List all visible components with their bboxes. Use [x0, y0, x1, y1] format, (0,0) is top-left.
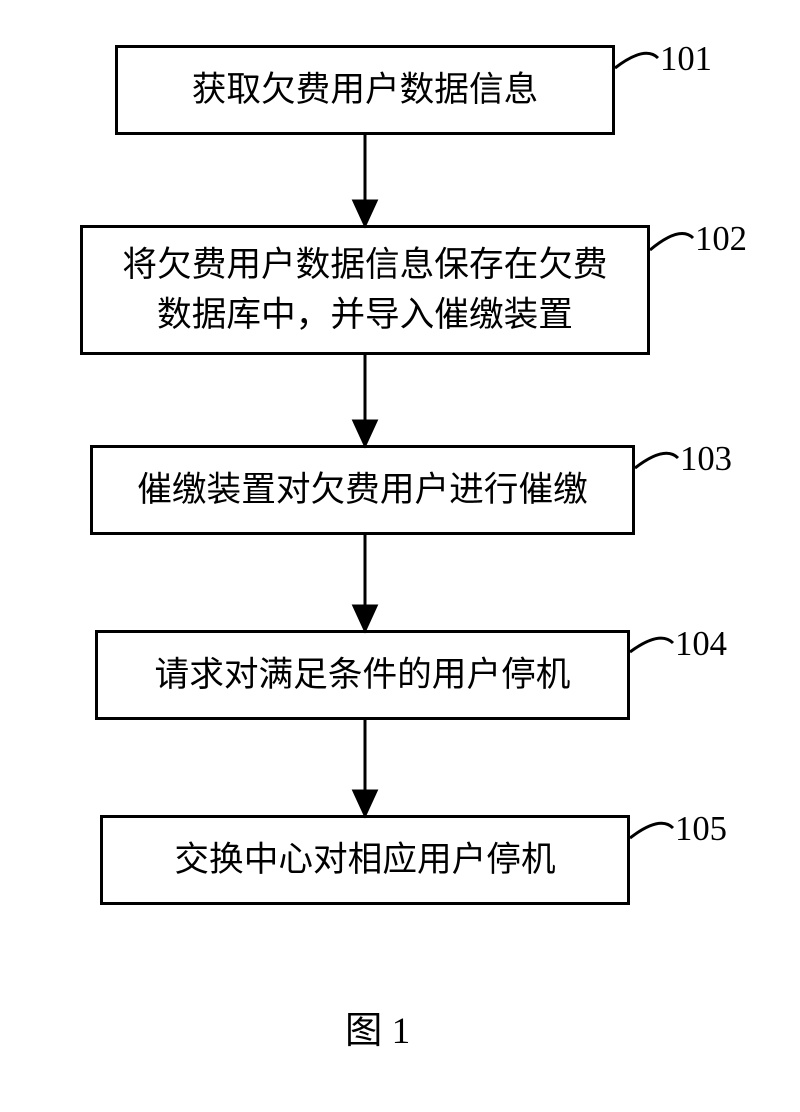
flow-node-101-text: 获取欠费用户数据信息: [192, 65, 539, 115]
step-label-105: 105: [675, 810, 727, 849]
flow-node-103: 催缴装置对欠费用户进行催缴: [90, 445, 635, 535]
flowchart-arrows: [0, 0, 800, 1112]
flow-node-102-text: 将欠费用户数据信息保存在欠费 数据库中，并导入催缴装置: [122, 240, 607, 341]
flow-node-102: 将欠费用户数据信息保存在欠费 数据库中，并导入催缴装置: [80, 225, 650, 355]
flow-node-104-text: 请求对满足条件的用户停机: [155, 650, 571, 700]
flow-node-101: 获取欠费用户数据信息: [115, 45, 615, 135]
step-label-103: 103: [680, 440, 732, 479]
figure-caption: 图 1: [345, 1000, 410, 1054]
flow-node-105-text: 交换中心对相应用户停机: [174, 835, 555, 885]
flow-node-103-text: 催缴装置对欠费用户进行催缴: [137, 465, 588, 515]
step-label-101: 101: [660, 40, 712, 79]
flowchart-canvas: 获取欠费用户数据信息 101 将欠费用户数据信息保存在欠费 数据库中，并导入催缴…: [0, 0, 800, 1112]
step-label-104: 104: [675, 625, 727, 664]
step-label-102: 102: [695, 220, 747, 259]
flow-node-104: 请求对满足条件的用户停机: [95, 630, 630, 720]
flow-node-105: 交换中心对相应用户停机: [100, 815, 630, 905]
